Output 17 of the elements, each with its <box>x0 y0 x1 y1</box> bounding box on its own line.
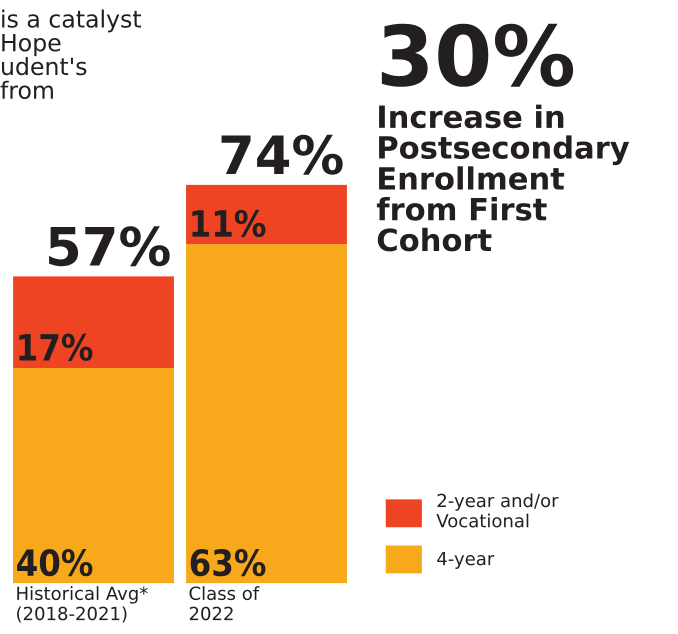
total-label: 74% <box>222 134 343 175</box>
x-tick-label: Class of 2022 <box>190 586 260 620</box>
bar <box>13 368 174 584</box>
bar <box>186 184 347 244</box>
legend-label: 4-year <box>437 552 494 569</box>
total-label: 57% <box>49 226 170 266</box>
bar <box>13 276 174 368</box>
text: 30% <box>382 24 574 87</box>
legend-label: 2-year and/or Vocational <box>436 493 559 528</box>
text: Increase in Postsecondary Enrollment from First Cohort <box>376 104 630 252</box>
data-label: 63% <box>190 548 266 576</box>
data-label: 11% <box>192 210 266 238</box>
bar <box>186 244 347 584</box>
text: is a catalyst Hope udent's from <box>0 10 142 100</box>
data-label: 17% <box>19 334 92 361</box>
data-label: 40% <box>17 548 92 576</box>
x-tick-label: Historical Avg* (2018-2021) <box>17 586 148 622</box>
